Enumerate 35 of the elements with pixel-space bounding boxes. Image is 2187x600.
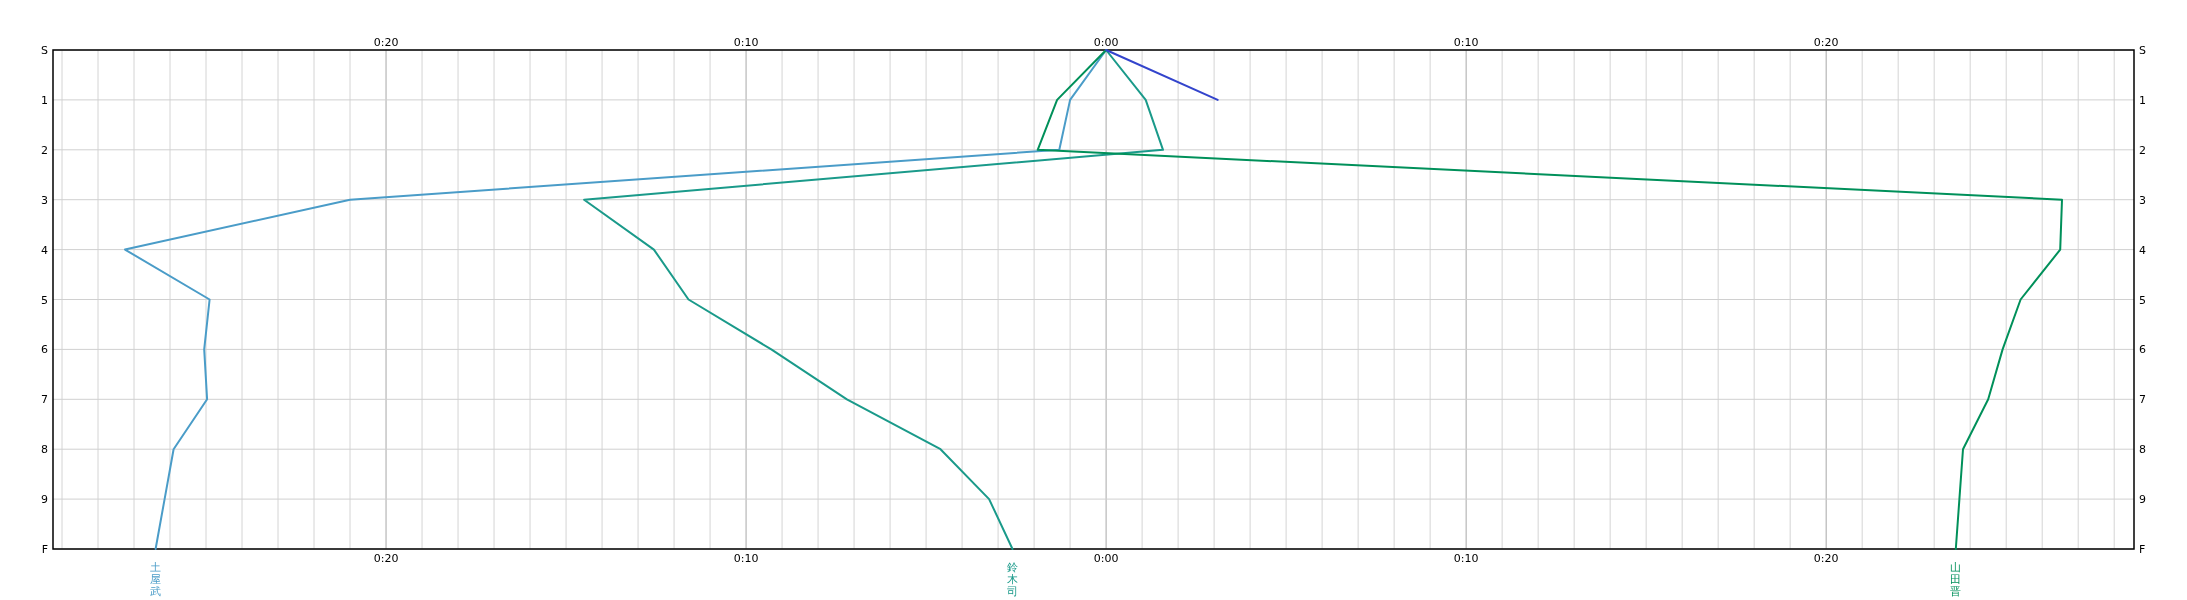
y-tick-label: 1 <box>2139 93 2146 107</box>
category-label: 8 <box>41 443 48 457</box>
category-label: 5 <box>41 293 48 307</box>
category-label: 9 <box>41 493 48 507</box>
category-label: 3 <box>41 193 48 207</box>
x-tick-label: 0:20 <box>373 552 399 565</box>
y-tick-label: F <box>2139 543 2146 556</box>
series-label: 鈴木司 <box>1006 561 1018 597</box>
y-tick-label: 3 <box>2139 193 2146 207</box>
x2-tick-label: 0:20 <box>373 36 399 49</box>
category-label: 6 <box>41 343 48 357</box>
y-tick-label: 9 <box>2139 493 2146 507</box>
x2-tick-label: 0:10 <box>733 36 759 49</box>
category-label: 2 <box>41 143 48 157</box>
y-tick-label: S <box>2139 44 2146 57</box>
x2-tick-label: 0:20 <box>1813 36 1839 49</box>
y-tick-label: 8 <box>2139 443 2146 457</box>
x2-tick-label: 0:10 <box>1453 36 1479 49</box>
y-tick-label: 6 <box>2139 343 2146 357</box>
y-tick-label: 5 <box>2139 293 2146 307</box>
x-tick-label: 0:20 <box>1813 552 1839 565</box>
y-tick-label: 7 <box>2139 393 2146 407</box>
x-tick-label: 0:00 <box>1093 552 1119 565</box>
x-tick-label: 0:10 <box>733 552 759 565</box>
x-tick-label: 0:10 <box>1453 552 1479 565</box>
series-label: 山田晋 <box>1950 561 1962 597</box>
category-label: 4 <box>41 243 48 257</box>
y-tick-label: 2 <box>2139 143 2146 157</box>
category-label: 1 <box>41 93 48 107</box>
category-label: S <box>41 44 48 57</box>
series-label: 土屋武 <box>150 561 162 597</box>
x2-tick-label: 0:00 <box>1093 36 1119 49</box>
category-label: 7 <box>41 393 48 407</box>
category-label: F <box>41 543 48 556</box>
y-tick-label: 4 <box>2139 243 2146 257</box>
